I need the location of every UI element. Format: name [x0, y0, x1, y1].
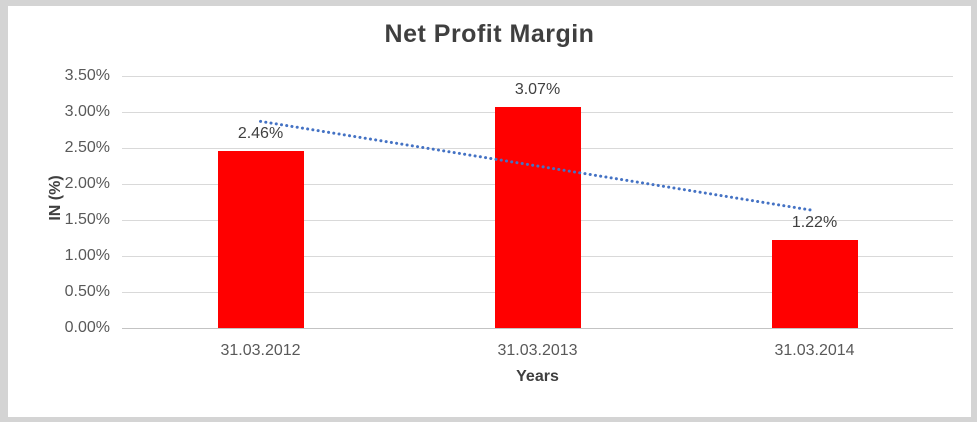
y-tick-label: 2.50% [64, 139, 110, 156]
y-tick-label: 3.00% [64, 103, 110, 120]
x-axis-title: Years [516, 368, 559, 385]
x-tick-label: 31.03.2013 [497, 342, 578, 359]
gridline [122, 75, 953, 77]
bar-value-label: 1.22% [791, 214, 838, 232]
y-tick-label: 2.00% [64, 175, 110, 192]
bar [217, 150, 304, 328]
bar [771, 240, 858, 328]
y-tick-label: 1.50% [64, 211, 110, 228]
bar-value-label: 3.07% [514, 80, 561, 98]
chart-title: Net Profit Margin [384, 20, 595, 48]
bar [494, 106, 581, 328]
bar-value-label: 2.46% [237, 124, 284, 142]
y-tick-label: 0.00% [64, 319, 110, 336]
y-tick-label: 3.50% [64, 67, 110, 84]
x-axis-line [122, 327, 953, 329]
x-tick-label: 31.03.2014 [774, 342, 855, 359]
x-tick-label: 31.03.2012 [220, 342, 301, 359]
y-tick-label: 1.00% [64, 247, 110, 264]
y-tick-label: 0.50% [64, 283, 110, 300]
chart-area: Net Profit Margin IN (%) Years 0.00% 0.50… [8, 6, 971, 417]
